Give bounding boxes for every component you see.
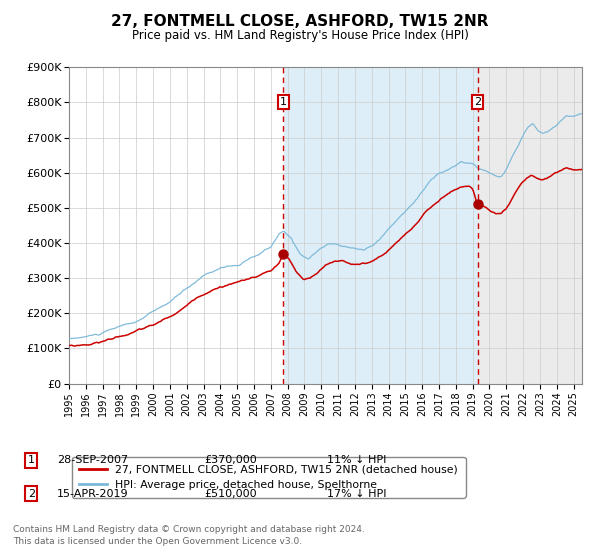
Text: 15-APR-2019: 15-APR-2019 [57, 489, 128, 499]
Text: 28-SEP-2007: 28-SEP-2007 [57, 455, 128, 465]
Text: 11% ↓ HPI: 11% ↓ HPI [327, 455, 386, 465]
Text: Contains HM Land Registry data © Crown copyright and database right 2024.
This d: Contains HM Land Registry data © Crown c… [13, 525, 365, 546]
Text: 1: 1 [28, 455, 35, 465]
Text: 2: 2 [474, 97, 481, 108]
Text: 27, FONTMELL CLOSE, ASHFORD, TW15 2NR: 27, FONTMELL CLOSE, ASHFORD, TW15 2NR [111, 14, 489, 29]
Bar [478, 67, 582, 384]
Text: 17% ↓ HPI: 17% ↓ HPI [327, 489, 386, 499]
Text: Price paid vs. HM Land Registry's House Price Index (HPI): Price paid vs. HM Land Registry's House … [131, 29, 469, 42]
Text: 2: 2 [28, 489, 35, 499]
Legend: 27, FONTMELL CLOSE, ASHFORD, TW15 2NR (detached house), HPI: Average price, deta: 27, FONTMELL CLOSE, ASHFORD, TW15 2NR (d… [72, 457, 466, 498]
Bar [283, 67, 478, 384]
Bar [69, 67, 283, 384]
Text: £370,000: £370,000 [204, 455, 257, 465]
Text: £510,000: £510,000 [204, 489, 257, 499]
Text: 1: 1 [280, 97, 287, 108]
